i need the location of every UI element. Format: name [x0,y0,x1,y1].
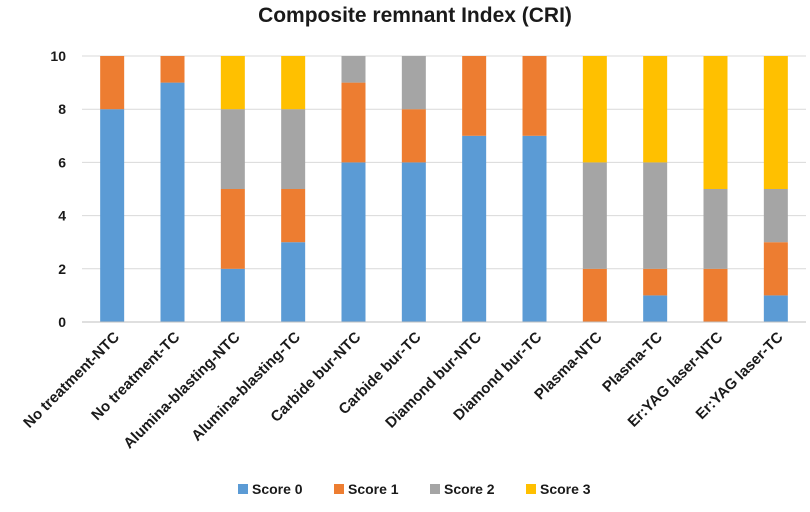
bar-score-3 [281,56,306,110]
bar-score-0 [763,295,788,322]
bar-score-1 [160,56,185,83]
bar-score-0 [401,162,426,322]
bar-score-3 [703,56,728,189]
bar-score-0 [281,242,306,322]
bar-score-1 [643,268,668,296]
y-tick-label: 6 [58,154,66,170]
bar-score-0 [100,109,125,322]
bar-score-2 [341,56,366,83]
bar-score-2 [582,162,607,269]
chart-title: Composite remnant Index (CRI) [258,4,572,27]
legend-label: Score 1 [348,481,399,497]
bar-score-1 [401,109,426,163]
legend: Score 0 Score 1 Score 2 Score 3 [238,481,591,497]
y-tick-label: 8 [58,101,66,117]
x-tick-label: Alumina-blasting-TC [188,329,304,445]
bars [100,56,788,322]
bar-score-1 [341,82,366,163]
legend-swatch [238,484,248,494]
bar-score-3 [220,56,245,110]
bar-score-0 [462,135,487,322]
bar-score-2 [703,189,728,269]
x-tick-label: Plasma-TC [599,329,666,396]
bar-score-1 [522,56,547,136]
bar-score-3 [582,56,607,163]
bar-score-2 [763,189,788,243]
legend-swatch [334,484,344,494]
y-tick-label: 10 [50,48,66,64]
legend-label: Score 3 [540,481,591,497]
y-tick-label: 2 [58,261,66,277]
legend-swatch [430,484,440,494]
bar-score-0 [220,268,245,322]
bar-score-1 [100,56,125,110]
bar-score-2 [643,162,668,269]
bar-score-2 [220,109,245,189]
bar-score-2 [401,56,426,110]
bar-score-2 [281,109,306,189]
bar-score-1 [763,242,788,296]
legend-label: Score 0 [252,481,303,497]
bar-score-1 [703,268,728,322]
bar-score-0 [522,135,547,322]
bar-score-1 [462,56,487,136]
bar-score-3 [643,56,668,163]
legend-label: Score 2 [444,481,495,497]
gridlines [82,55,806,270]
bar-score-1 [220,189,245,269]
bar-score-1 [582,268,607,322]
x-tick-label: Alumina-blasting-NTC [120,329,244,453]
bar-score-3 [763,56,788,189]
bar-score-0 [643,295,668,322]
y-tick-label: 4 [58,208,66,224]
legend-swatch [526,484,536,494]
bar-score-0 [160,82,185,322]
bar-score-0 [341,162,366,322]
bar-score-1 [281,189,306,243]
y-tick-label: 0 [58,314,66,330]
